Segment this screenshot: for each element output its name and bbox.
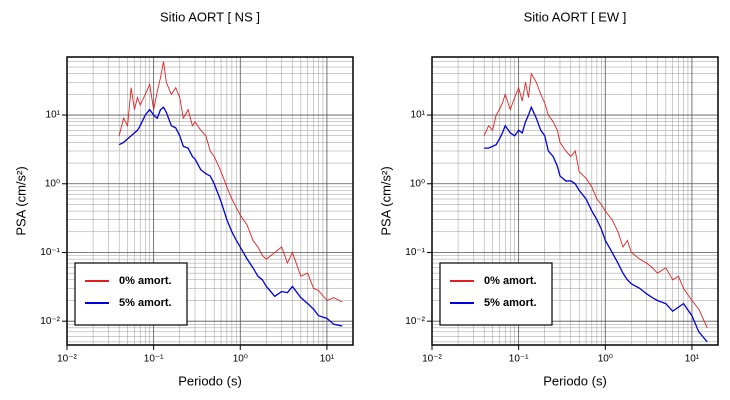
subplot: Sitio AORT [ NS ] 10⁻² 10⁻¹ 10⁰ 10¹ 10⁻² 10⁻¹ 1… [13, 9, 354, 388]
x-axis-label: Periodo (s) [178, 373, 242, 388]
y-tick-label: 10¹ [411, 110, 426, 121]
chart-title: Sitio AORT [ EW ] [524, 9, 627, 24]
y-axis-label: PSA (cm/s²) [378, 166, 393, 235]
x-tick-label: 10⁻² [57, 354, 77, 365]
legend-label: 5% amort. [484, 297, 537, 309]
x-tick-label: 10⁻² [422, 354, 442, 365]
x-tick-label: 10¹ [685, 354, 700, 365]
legend-label: 0% amort. [484, 275, 537, 287]
y-tick-label: 10⁻¹ [40, 247, 60, 258]
plot-frame [431, 56, 719, 346]
legend-box [74, 262, 188, 326]
y-tick-label: 10⁰ [410, 178, 425, 189]
legend-label: 5% amort. [119, 297, 172, 309]
y-tick-label: 10⁻¹ [405, 247, 425, 258]
series-line [118, 106, 343, 327]
y-tick-label: 10⁻² [40, 316, 60, 327]
x-tick-label: 10⁻¹ [509, 354, 529, 365]
x-tick-label: 10⁰ [598, 354, 613, 365]
y-axis-label: PSA (cm/s²) [13, 166, 28, 235]
y-tick-label: 10⁻² [405, 316, 425, 327]
y-tick-label: 10¹ [46, 110, 61, 121]
x-axis-label: Periodo (s) [543, 373, 607, 388]
y-tick-label: 10⁰ [45, 178, 60, 189]
x-tick-label: 10¹ [320, 354, 335, 365]
x-tick-label: 10⁻¹ [144, 354, 164, 365]
plot-frame [66, 56, 354, 346]
series-line [484, 105, 708, 343]
legend-label: 0% amort. [119, 275, 172, 287]
subplot: Sitio AORT [ EW ] 10⁻² 10⁻¹ 10⁰ 10¹ 10⁻² 10⁻¹ 1… [378, 9, 719, 388]
chart-title: Sitio AORT [ NS ] [160, 9, 260, 24]
series-line [483, 72, 708, 329]
series-line [118, 61, 343, 303]
x-tick-label: 10⁰ [233, 354, 248, 365]
legend-box [439, 262, 553, 326]
